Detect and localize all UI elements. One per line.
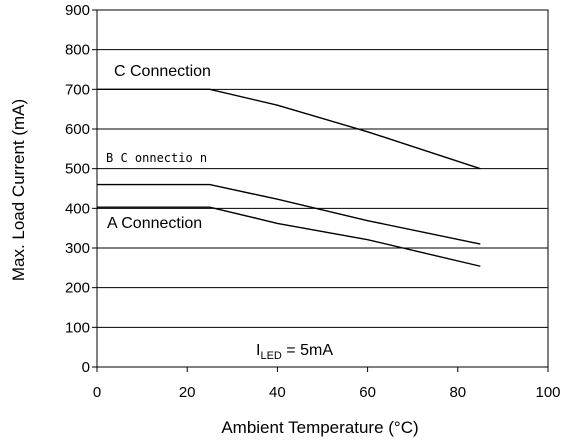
y-tick-label-0: 0	[82, 359, 90, 376]
c-connection-label: C Connection	[114, 63, 211, 80]
x-tick-label-100: 100	[535, 384, 560, 401]
a-connection-label: A Connection	[107, 215, 202, 232]
y-tick-label-800: 800	[65, 42, 90, 59]
x-tick-label-80: 80	[449, 384, 466, 401]
y-tick-label-200: 200	[65, 280, 90, 297]
x-tick-label-60: 60	[359, 384, 376, 401]
condition-label: ILED = 5mA	[256, 342, 333, 362]
series-line-a-connection	[97, 206, 481, 267]
x-tick-label-20: 20	[179, 384, 196, 401]
condition-subscript: LED	[260, 350, 281, 362]
x-tick-label-40: 40	[269, 384, 286, 401]
axes	[92, 9, 549, 372]
y-tick-label-100: 100	[65, 319, 90, 336]
series-lines	[97, 88, 481, 267]
condition-value: = 5mA	[282, 342, 333, 359]
y-tick-label-900: 900	[65, 2, 90, 19]
x-axis-title: Ambient Temperature (°C)	[221, 418, 418, 437]
y-tick-label-300: 300	[65, 240, 90, 257]
y-axis-title: Max. Load Current (mA)	[9, 99, 28, 281]
y-tick-label-700: 700	[65, 81, 90, 98]
tick-labels: 0 100 200 300 400 500 600 700 800 900 0 20 40 60 80 100	[65, 2, 561, 401]
x-tick-label-0: 0	[93, 384, 101, 401]
series-line-c-connection	[97, 88, 481, 170]
y-tick-label-500: 500	[65, 161, 90, 178]
series-line-b-connection	[97, 183, 481, 245]
b-connection-label: B C onnectio n	[106, 151, 207, 165]
y-tick-label-400: 400	[65, 200, 90, 217]
plot-area-frame	[96, 9, 549, 368]
y-tick-label-600: 600	[65, 121, 90, 138]
condition-symbol: I	[256, 342, 260, 359]
